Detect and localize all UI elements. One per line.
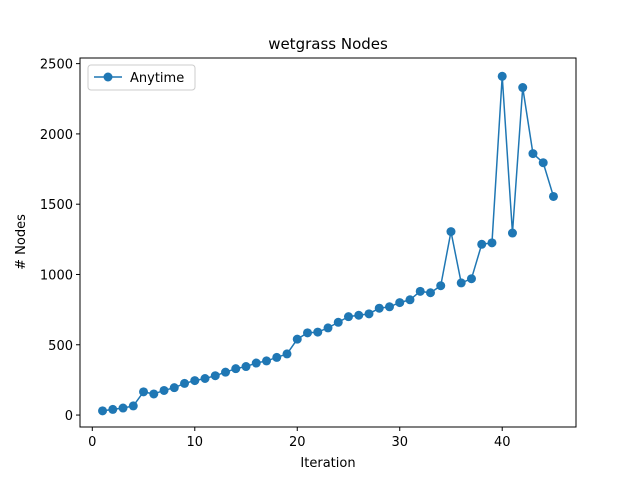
data-point bbox=[149, 389, 159, 399]
data-point bbox=[374, 303, 384, 313]
y-tick-label: 1000 bbox=[40, 268, 73, 283]
data-point bbox=[221, 367, 231, 377]
data-point bbox=[405, 295, 415, 305]
data-point bbox=[303, 328, 313, 338]
legend: Anytime bbox=[87, 64, 196, 91]
y-tick-label: 2500 bbox=[40, 58, 73, 73]
y-tick-label: 500 bbox=[48, 339, 73, 354]
data-point bbox=[528, 149, 538, 159]
data-point bbox=[415, 286, 425, 296]
chart-title: wetgrass Nodes bbox=[268, 35, 388, 53]
data-point bbox=[436, 281, 446, 291]
data-point bbox=[200, 374, 210, 384]
data-point bbox=[180, 378, 190, 388]
data-point bbox=[354, 310, 364, 320]
data-point bbox=[282, 349, 292, 359]
data-point bbox=[210, 371, 220, 381]
data-point bbox=[477, 239, 487, 249]
data-point bbox=[108, 404, 118, 414]
data-point bbox=[231, 364, 241, 374]
data-point bbox=[169, 383, 179, 393]
data-point bbox=[384, 302, 394, 312]
x-axis-label: Iteration bbox=[300, 456, 355, 471]
data-point bbox=[241, 362, 251, 372]
y-tick-label: 0 bbox=[65, 409, 73, 424]
data-point bbox=[292, 334, 302, 344]
x-tick-label: 0 bbox=[88, 435, 96, 450]
legend-frame bbox=[87, 64, 196, 91]
data-point bbox=[538, 158, 548, 168]
data-point bbox=[518, 83, 528, 93]
y-tick-label: 2000 bbox=[40, 128, 73, 143]
data-point bbox=[251, 358, 261, 368]
data-point bbox=[343, 312, 353, 322]
data-point bbox=[497, 71, 507, 81]
data-point bbox=[425, 288, 435, 298]
legend-label-anytime: Anytime bbox=[130, 71, 184, 86]
data-point bbox=[507, 228, 517, 238]
data-point bbox=[262, 356, 272, 366]
y-axis-label: # Nodes bbox=[14, 214, 29, 270]
data-point bbox=[98, 406, 108, 416]
data-point bbox=[548, 191, 558, 201]
data-point bbox=[190, 376, 200, 386]
data-point bbox=[456, 278, 466, 288]
data-point bbox=[395, 298, 405, 308]
data-point bbox=[128, 401, 138, 411]
data-point bbox=[272, 352, 282, 362]
plot-area-frame bbox=[79, 57, 577, 428]
data-point bbox=[333, 317, 343, 327]
data-point bbox=[446, 227, 456, 237]
data-point bbox=[323, 323, 333, 333]
data-point bbox=[139, 387, 149, 397]
x-tick-label: 40 bbox=[494, 435, 511, 450]
data-point bbox=[364, 309, 374, 319]
data-point bbox=[466, 274, 476, 284]
y-tick-label: 1500 bbox=[40, 198, 73, 213]
x-tick-label: 30 bbox=[391, 435, 408, 450]
data-point bbox=[159, 385, 169, 395]
data-point bbox=[487, 238, 497, 248]
data-point bbox=[118, 403, 128, 413]
data-point bbox=[313, 327, 323, 337]
legend-marker-anytime bbox=[103, 72, 113, 82]
x-tick-label: 20 bbox=[289, 435, 306, 450]
x-tick-label: 10 bbox=[187, 435, 204, 450]
